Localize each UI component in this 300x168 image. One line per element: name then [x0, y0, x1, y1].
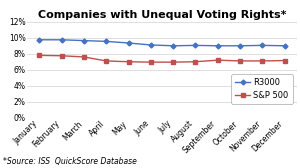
R3000: [149, 44, 153, 46]
R3000: [261, 44, 264, 46]
S&P 500: [194, 61, 197, 63]
S&P 500: [104, 60, 108, 62]
R3000: [216, 45, 220, 47]
R3000: [283, 45, 286, 47]
R3000: [171, 45, 175, 47]
Title: Companies with Unequal Voting Rights*: Companies with Unequal Voting Rights*: [38, 10, 286, 20]
Line: R3000: R3000: [38, 38, 286, 48]
S&P 500: [216, 59, 220, 61]
S&P 500: [60, 55, 63, 57]
Legend: R3000, S&P 500: R3000, S&P 500: [231, 74, 293, 104]
S&P 500: [127, 61, 130, 63]
Text: *Source: ISS  QuickScore Database: *Source: ISS QuickScore Database: [3, 157, 137, 166]
S&P 500: [238, 60, 242, 62]
Line: S&P 500: S&P 500: [38, 54, 286, 64]
R3000: [238, 45, 242, 47]
R3000: [38, 39, 41, 41]
R3000: [82, 40, 86, 42]
S&P 500: [171, 61, 175, 63]
S&P 500: [283, 59, 286, 61]
S&P 500: [261, 60, 264, 62]
R3000: [194, 44, 197, 46]
R3000: [127, 42, 130, 44]
S&P 500: [38, 54, 41, 56]
R3000: [60, 39, 63, 41]
S&P 500: [82, 56, 86, 58]
S&P 500: [149, 61, 153, 63]
R3000: [104, 40, 108, 42]
